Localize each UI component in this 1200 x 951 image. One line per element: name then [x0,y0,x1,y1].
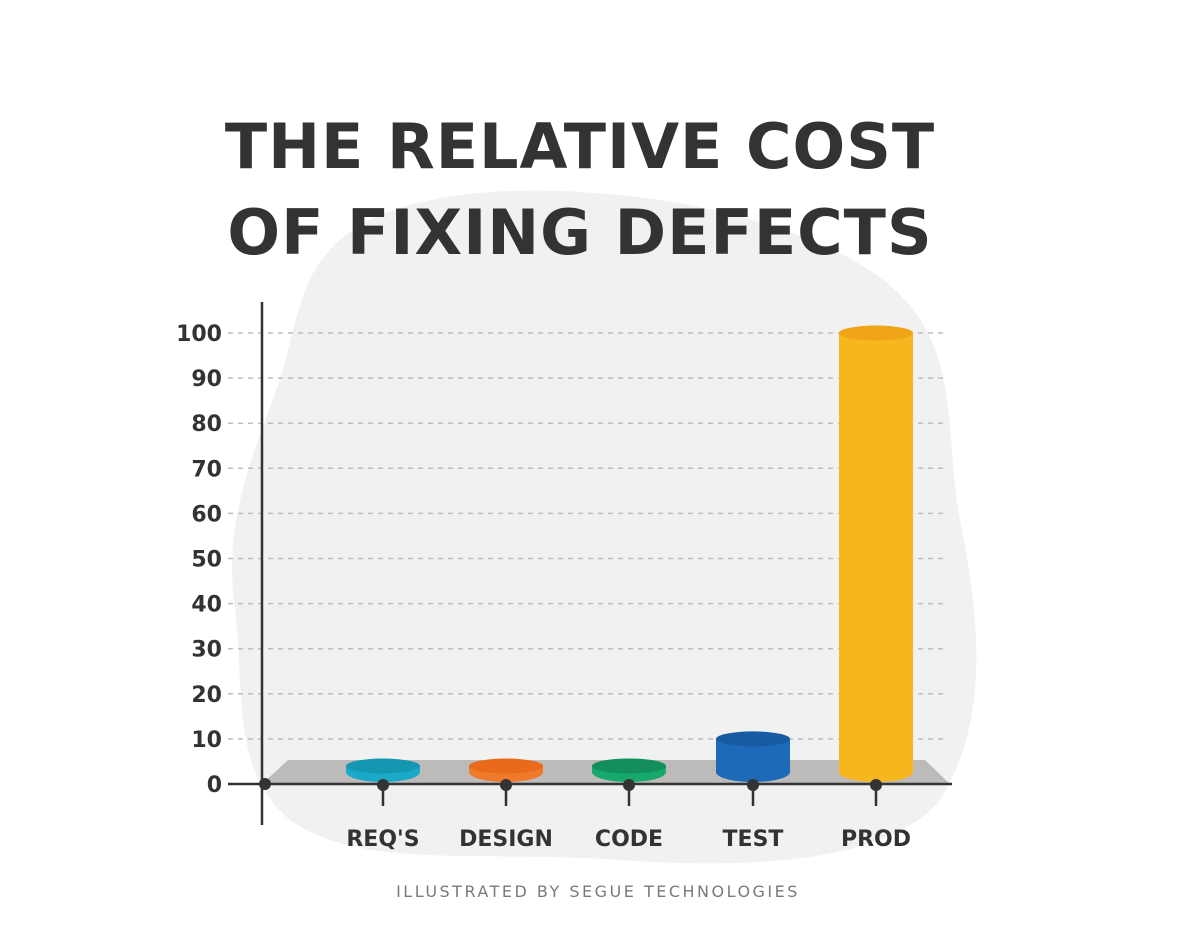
bar-cap [716,731,790,747]
chart-title-line-2: OF FIXING DEFECTS [227,196,932,269]
y-tick-label: 70 [191,457,222,482]
y-tick-label: 0 [207,773,222,798]
y-tick-label: 10 [191,728,222,753]
bar-cap [346,758,420,774]
bars [346,325,913,782]
y-tick-label: 100 [176,322,222,347]
y-tick-label: 60 [191,502,222,527]
y-tick-label: 20 [191,683,222,708]
y-tick-label: 30 [191,638,222,663]
bar-cap [469,758,543,774]
category-label: PROD [841,827,911,852]
category-label: CODE [595,827,663,852]
y-axis-ticks: 0 10 20 30 40 50 60 70 80 90 100 [176,322,222,798]
x-tick-dot [500,779,512,791]
axis-origin-dot [259,778,271,790]
y-tick-label: 40 [191,593,222,618]
bar-cap [839,325,913,341]
x-tick-dot [623,779,635,791]
bar [716,731,790,782]
bar [469,758,543,782]
bar [346,758,420,782]
bar-cap [592,758,666,774]
x-tick-dot [377,779,389,791]
category-label: TEST [723,827,784,852]
x-tick-dot [747,779,759,791]
chart-title-line-1: THE RELATIVE COST [225,110,935,183]
bar-body [716,738,790,782]
bar [839,325,913,782]
background-blob [232,190,977,864]
category-label: DESIGN [459,827,553,852]
y-tick-label: 90 [191,367,222,392]
bar-body [839,333,913,782]
x-axis-categories: REQ'S DESIGN CODE TEST PROD [346,779,911,852]
x-tick-dot [870,779,882,791]
category-label: REQ'S [346,827,419,852]
y-tick-label: 50 [191,548,222,573]
y-tick-label: 80 [191,412,222,437]
credit-text: ILLUSTRATED BY SEGUE TECHNOLOGIES [396,882,800,901]
bar [592,758,666,782]
